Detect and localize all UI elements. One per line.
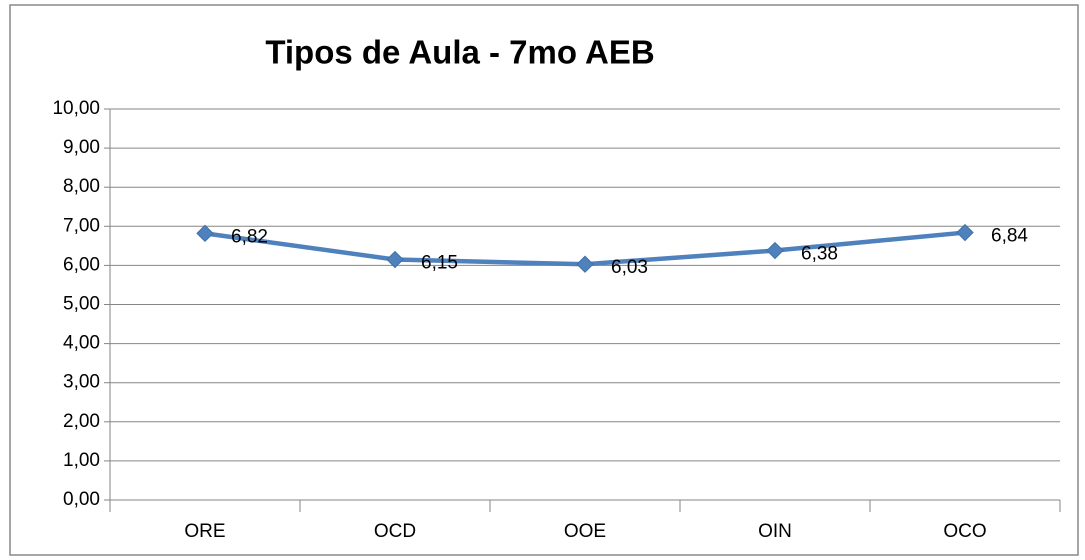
data-label: 6,03 [611,257,648,278]
y-tick-label: 6,00 [63,254,100,275]
data-label: 6,82 [231,226,268,247]
x-tick-label: OCD [374,521,416,542]
marker [956,223,974,242]
data-label: 6,84 [991,226,1028,247]
marker [576,255,594,273]
chart-title: Tipos de Aula - 7mo AEB [265,34,654,71]
marker [386,250,404,269]
x-tick-label: ORE [184,521,225,542]
y-tick-label: 8,00 [63,176,100,197]
x-tick-label: OIN [758,521,792,542]
x-tick-label: OCO [943,521,986,542]
y-tick-label: 1,00 [63,450,100,471]
y-tick-label: 3,00 [63,372,100,393]
y-tick-label: 4,00 [63,333,100,354]
x-tick-label: OOE [564,521,606,542]
y-tick-label: 7,00 [63,215,100,236]
marker [766,241,784,260]
chart-border [9,4,1079,556]
y-tick-label: 9,00 [63,137,100,158]
y-tick-label: 2,00 [63,411,100,432]
data-label: 6,15 [421,253,458,274]
y-tick-label: 0,00 [63,489,100,510]
data-label: 6,38 [801,244,838,265]
marker [196,224,214,243]
y-tick-label: 10,00 [52,98,100,119]
y-tick-label: 5,00 [63,294,100,315]
